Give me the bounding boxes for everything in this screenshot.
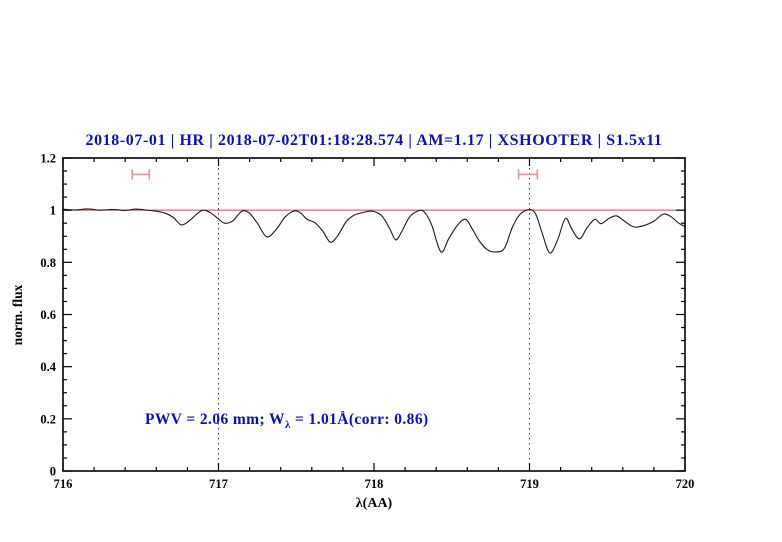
y-tick-label: 0.8 <box>40 256 56 270</box>
x-tick-label: 718 <box>365 477 384 491</box>
plot-title: 2018-07-01 | HR | 2018-07-02T01:18:28.57… <box>85 132 663 149</box>
pwv-annotation-text: PWV = 2.06 mm; W <box>145 411 285 428</box>
y-tick-label: 0 <box>50 465 56 479</box>
equivalent-width-text: = 1.01Å(corr: 0.86) <box>290 411 429 428</box>
x-tick-label: 720 <box>676 477 695 491</box>
x-axis-label: λ(AA) <box>355 496 393 511</box>
y-axis-label: norm. flux <box>10 284 25 346</box>
y-tick-label: 1 <box>50 204 56 218</box>
x-tick-label: 719 <box>520 477 539 491</box>
x-tick-label: 716 <box>54 477 73 491</box>
y-tick-label: 0.6 <box>40 308 56 322</box>
spectrum-curve <box>62 208 686 254</box>
y-tick-label: 0.4 <box>40 360 56 374</box>
pwv-annotation: PWV = 2.06 mm; Wλ = 1.01Å(corr: 0.86) <box>145 411 429 431</box>
y-tick-label: 0.2 <box>40 412 56 426</box>
y-tick-label: 1.2 <box>40 152 56 166</box>
lambda-subscript: λ <box>284 419 291 432</box>
x-tick-label: 717 <box>209 477 228 491</box>
